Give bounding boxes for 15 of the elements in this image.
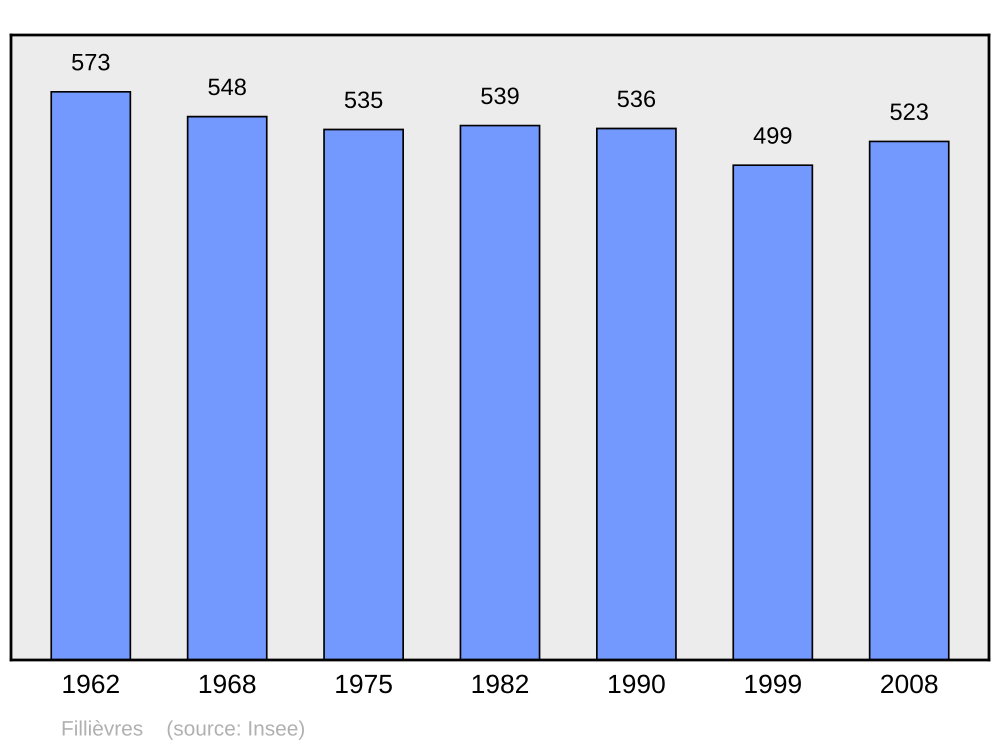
data-label: 499 (754, 127, 792, 144)
data-label: 536 (618, 90, 656, 108)
x-tick-label: 1999 (745, 674, 801, 694)
x-tick-label: 1990 (609, 674, 665, 694)
text: Fillièvres (source: Insee) (62, 720, 304, 740)
x-tick-label: 1975 (336, 674, 392, 694)
x-tick-label: 2008 (881, 674, 938, 694)
data-label: 548 (208, 78, 246, 96)
data-label: 573 (72, 54, 110, 70)
x-tick-label: 1968 (200, 674, 256, 694)
data-label: 535 (344, 91, 382, 108)
data-label: 523 (890, 103, 928, 120)
x-tick-label: 1962 (63, 674, 119, 694)
x-tick-label: 1982 (472, 674, 528, 694)
data-label: 539 (481, 87, 519, 104)
